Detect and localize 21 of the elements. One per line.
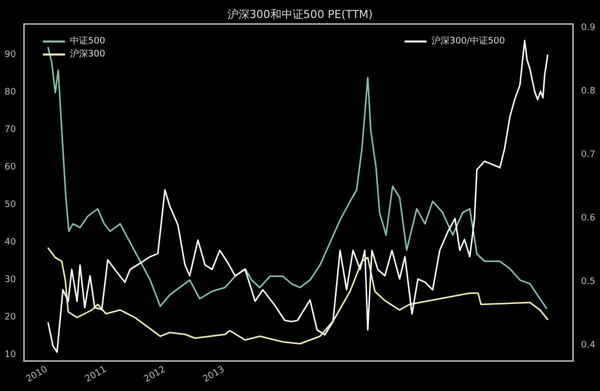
y2-tick-label: 0.8	[581, 86, 596, 96]
legend-label: 沪深300	[70, 48, 106, 60]
legend-label: 沪深300/中证500	[432, 36, 506, 46]
y2-tick-label: 0.7	[581, 150, 596, 160]
y-tick-label: 50	[4, 200, 16, 210]
y2-tick-label: 0.5	[581, 277, 596, 288]
y-tick-label: 40	[4, 238, 16, 248]
line-series	[47, 46, 548, 309]
y2-tick-label: 0.9	[581, 22, 596, 33]
line-series	[47, 247, 548, 345]
y-tick-label: 10	[4, 350, 16, 360]
y-tick-label: 80	[4, 88, 16, 98]
y-tick-label: 30	[4, 275, 16, 286]
legend-label: 中证500	[70, 36, 106, 46]
y-tick-label: 90	[4, 50, 16, 60]
y-tick-label: 20	[4, 312, 16, 323]
y2-tick-label: 0.6	[581, 214, 596, 224]
y-tick-label: 60	[4, 162, 16, 173]
chart-title: 沪深300和中证500 PE(TTM)	[227, 8, 373, 21]
y-tick-label: 70	[4, 125, 16, 136]
y2-tick-label: 0.4	[581, 340, 596, 351]
